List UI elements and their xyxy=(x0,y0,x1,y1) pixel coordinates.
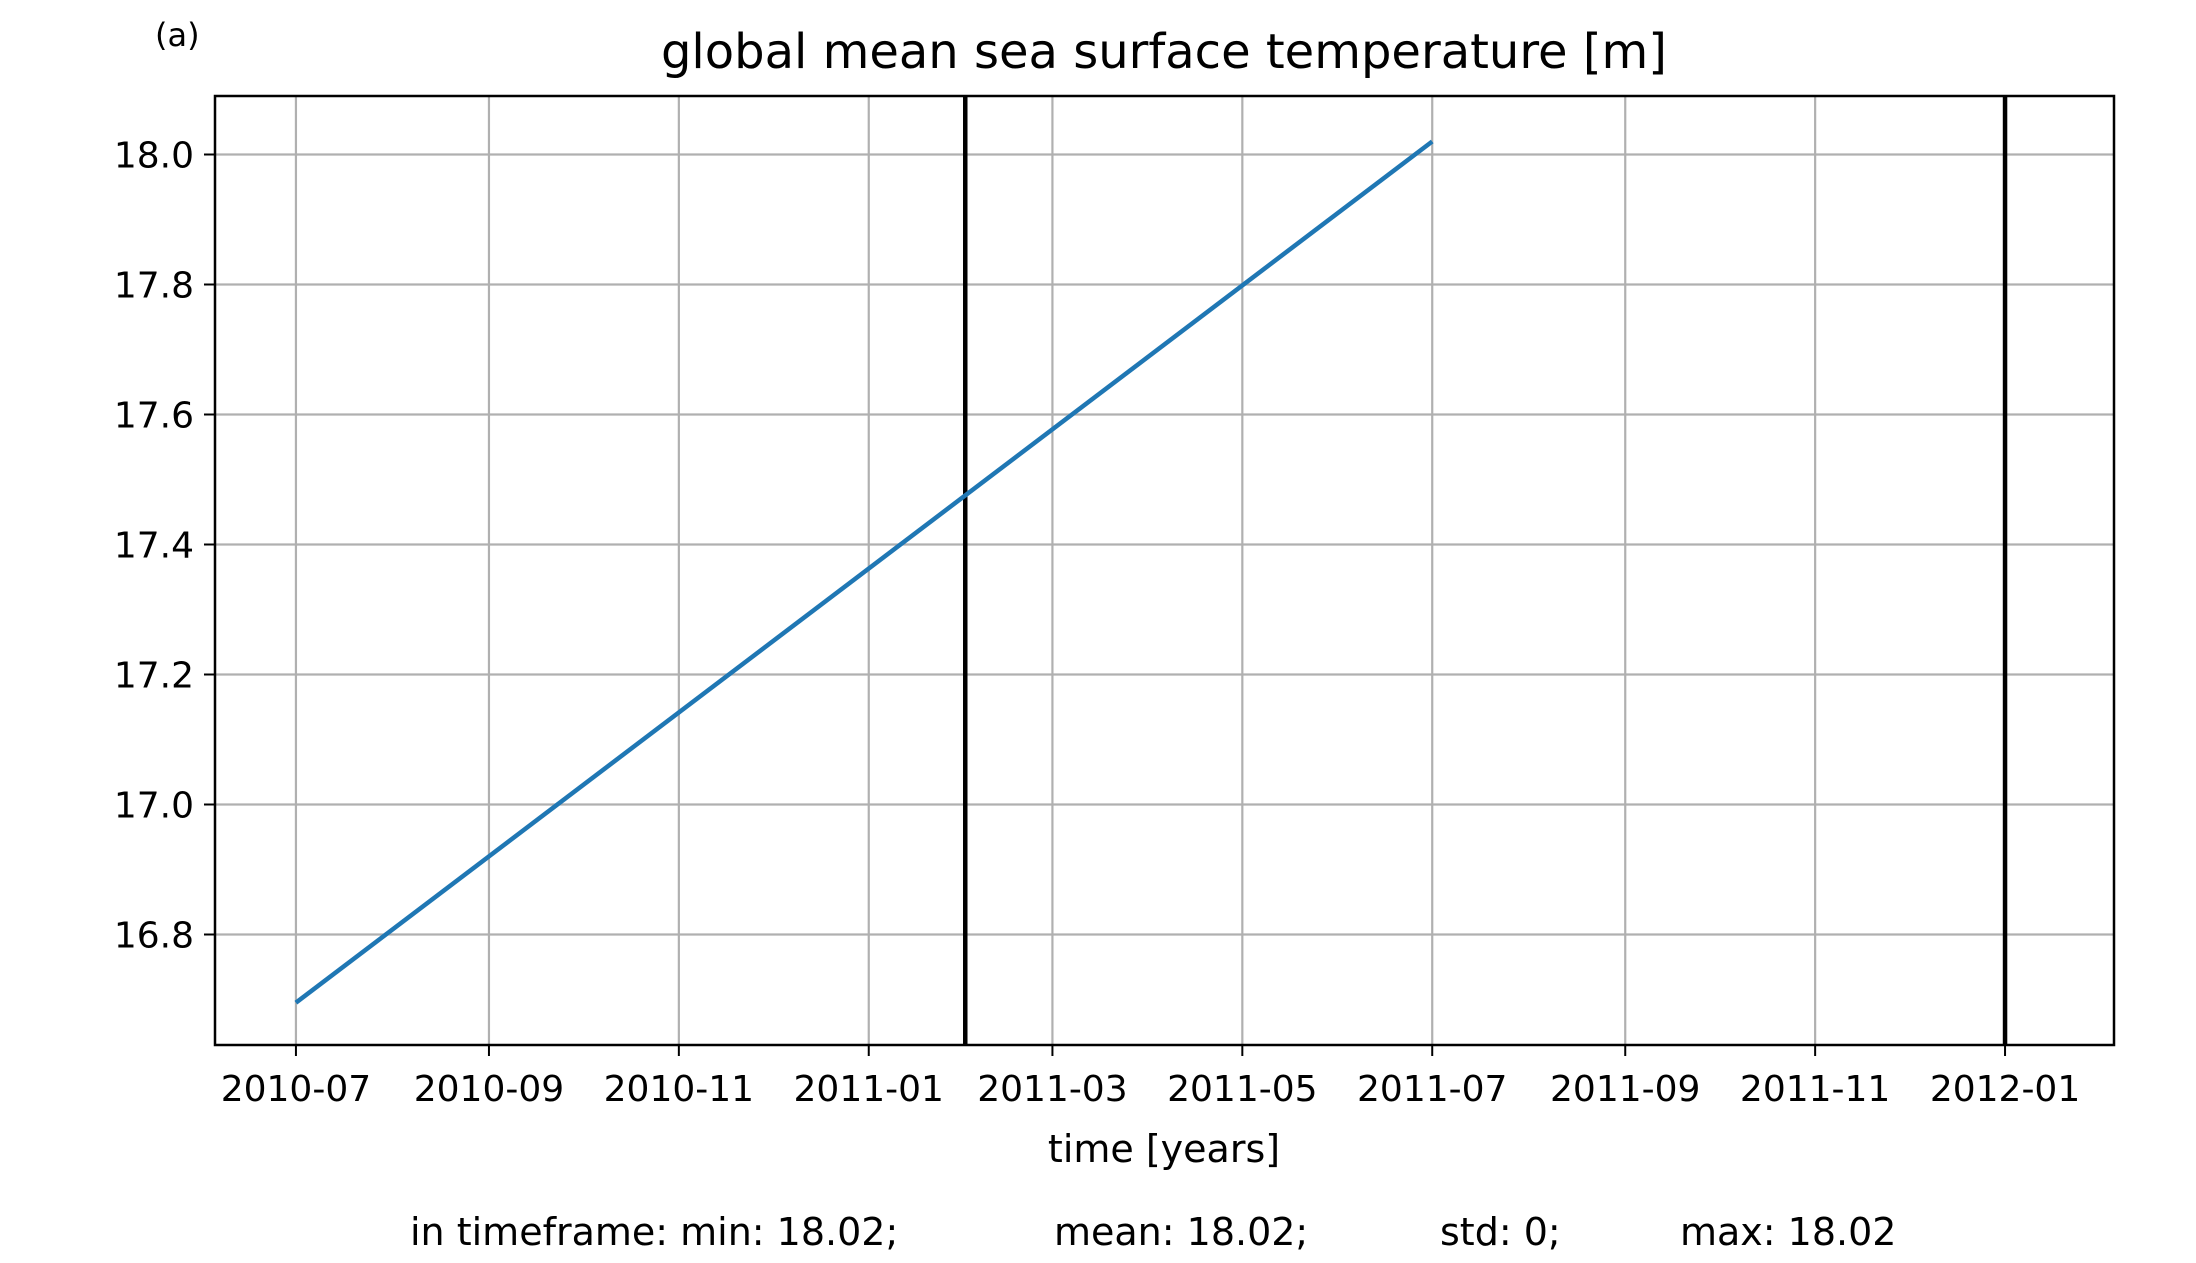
y-tick-label: 18.0 xyxy=(114,136,194,177)
y-tick-label: 17.8 xyxy=(114,266,194,307)
y-tick-label: 17.4 xyxy=(114,526,194,567)
data-series xyxy=(294,139,1434,1005)
x-tick-label: 2011-03 xyxy=(977,1069,1127,1110)
x-axis-label: time [years] xyxy=(1048,1127,1280,1171)
stat-min: in timeframe: min: 18.02; xyxy=(410,1210,898,1254)
y-tick-label: 17.6 xyxy=(114,396,194,437)
x-tick-label: 2011-01 xyxy=(794,1069,944,1110)
x-tick-label: 2010-07 xyxy=(221,1069,371,1110)
stat-mean: mean: 18.02; xyxy=(1054,1210,1308,1254)
plot-frame xyxy=(213,94,2116,1047)
y-axis-ticks: 16.8 17.0 17.2 17.4 17.6 17.8 18.0 xyxy=(114,136,215,957)
x-tick-label: 2011-07 xyxy=(1357,1069,1507,1110)
series-line xyxy=(294,139,1434,1005)
stat-std: std: 0; xyxy=(1440,1210,1561,1254)
x-axis-ticks: 2010-07 2010-09 2010-11 2011-01 2011-03 2011-… xyxy=(221,1045,2080,1110)
stat-max: max: 18.02 xyxy=(1680,1210,1896,1254)
x-tick-label: 2011-05 xyxy=(1167,1069,1317,1110)
chart-title: global mean sea surface temperature [m] xyxy=(661,24,1667,80)
grid-lines xyxy=(215,96,2114,1045)
x-tick-label: 2011-11 xyxy=(1740,1069,1890,1110)
panel-label: (a) xyxy=(155,16,200,54)
x-tick-label: 2010-11 xyxy=(604,1069,754,1110)
y-tick-label: 17.2 xyxy=(114,656,194,697)
x-tick-label: 2012-01 xyxy=(1930,1069,2080,1110)
y-tick-label: 17.0 xyxy=(114,786,194,827)
x-tick-label: 2011-09 xyxy=(1550,1069,1700,1110)
x-tick-label: 2010-09 xyxy=(414,1069,564,1110)
y-tick-label: 16.8 xyxy=(114,916,194,957)
reference-lines xyxy=(963,96,2008,1045)
